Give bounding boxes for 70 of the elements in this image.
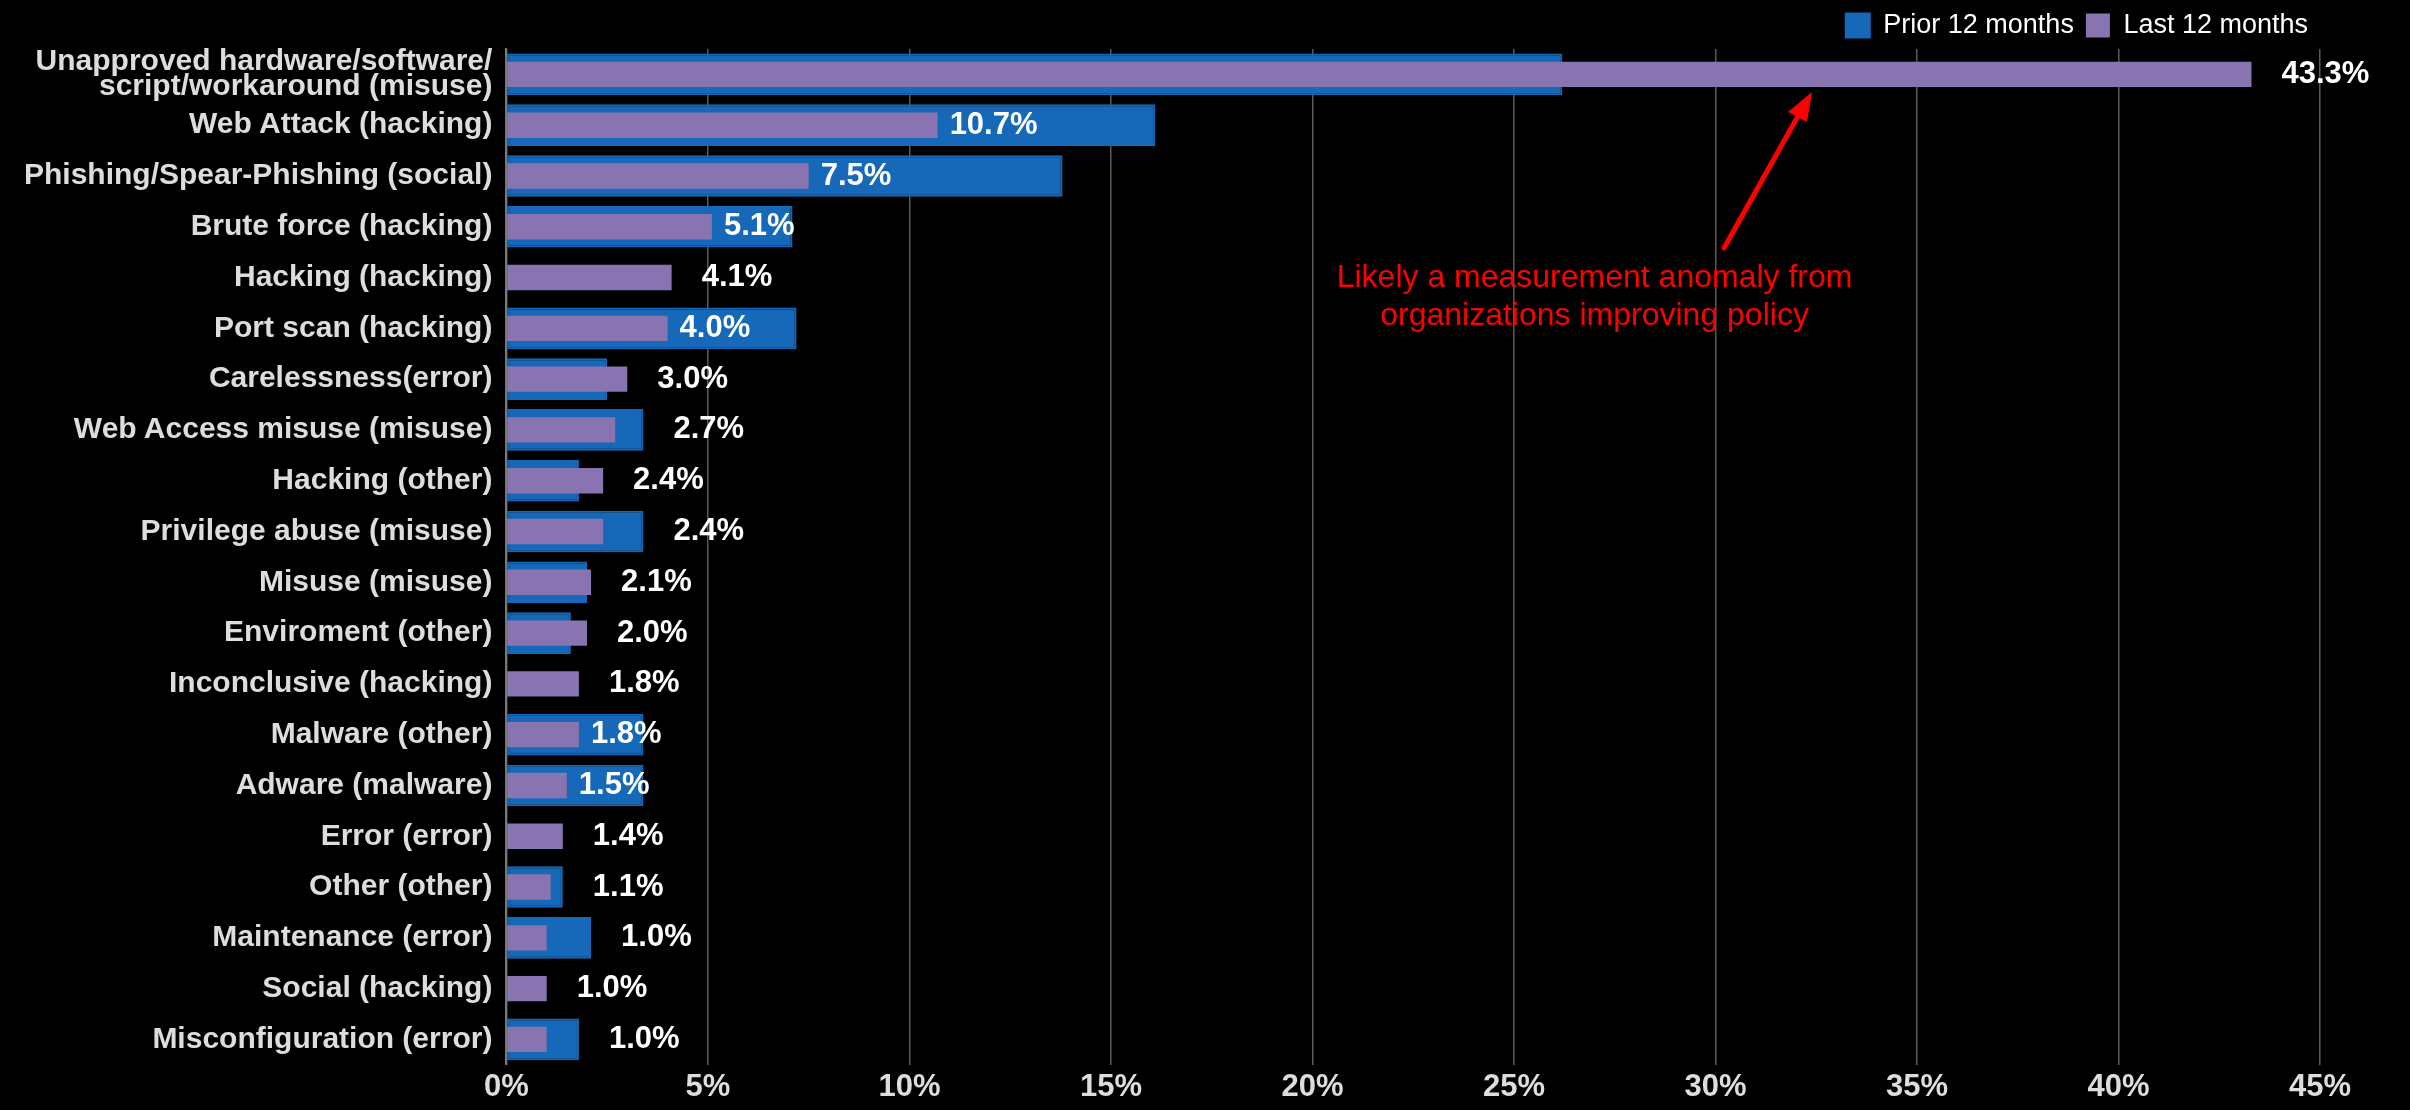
y-tick-label: Social (hacking) bbox=[262, 969, 493, 1003]
y-tick-label: Misuse (misuse) bbox=[258, 563, 493, 597]
bar bbox=[507, 569, 592, 595]
bar bbox=[507, 874, 551, 900]
data-label: 10.7% bbox=[949, 105, 1038, 141]
data-label: 4.0% bbox=[679, 308, 751, 344]
bar bbox=[507, 163, 809, 189]
legend-label: Prior 12 months bbox=[1883, 8, 2074, 39]
data-label: 1.0% bbox=[576, 969, 648, 1005]
data-label: 4.1% bbox=[701, 258, 773, 294]
bar bbox=[507, 518, 604, 545]
y-tick-label: Unapproved hardware/software/script/workaround (misuse) bbox=[35, 42, 494, 102]
data-label: 3.0% bbox=[657, 359, 728, 395]
x-tick-label: 5% bbox=[685, 1067, 731, 1103]
data-label: 1.1% bbox=[592, 867, 664, 903]
x-tick-label: 35% bbox=[1885, 1067, 1948, 1103]
bar bbox=[507, 823, 563, 849]
bar bbox=[507, 721, 579, 748]
y-tick-label: Misconfiguration (error) bbox=[152, 1020, 493, 1054]
x-tick-label: 10% bbox=[878, 1067, 941, 1103]
bar bbox=[507, 620, 587, 646]
legend-label: Last 12 months bbox=[2123, 8, 2309, 39]
data-label: 1.0% bbox=[621, 918, 692, 954]
annotation: Likely a measurement anomaly from organizations improving policy bbox=[1336, 257, 1853, 332]
bar bbox=[507, 264, 672, 291]
y-tick-label: Maintenance (error) bbox=[212, 919, 493, 953]
y-tick-label: Brute force (hacking) bbox=[190, 208, 493, 242]
data-label: 1.4% bbox=[592, 816, 664, 852]
bar bbox=[507, 1026, 547, 1053]
y-tick-label: Carelessness(error) bbox=[208, 360, 493, 394]
bar bbox=[507, 468, 604, 494]
y-tick-label: Phishing/Spear-Phishing (social) bbox=[23, 157, 493, 191]
y-tick-label: Privilege abuse (misuse) bbox=[140, 512, 493, 546]
x-tick-label: 15% bbox=[1079, 1067, 1142, 1103]
bar bbox=[507, 366, 628, 392]
data-label: 2.4% bbox=[673, 512, 745, 548]
y-tick-label: Web Access misuse (misuse) bbox=[73, 411, 493, 445]
x-tick-label: 20% bbox=[1281, 1067, 1344, 1103]
bar bbox=[507, 772, 567, 799]
y-tick-label: Port scan (hacking) bbox=[213, 309, 493, 343]
data-label: 1.8% bbox=[608, 664, 680, 700]
y-tick-label: Web Attack (hacking) bbox=[189, 106, 493, 140]
y-tick-label: Adware (malware) bbox=[235, 766, 493, 800]
y-tick-label: Hacking (hacking) bbox=[234, 258, 493, 292]
bar bbox=[507, 975, 547, 1002]
bar bbox=[507, 925, 547, 951]
bar bbox=[507, 214, 712, 240]
bar bbox=[507, 671, 579, 697]
data-label: 2.7% bbox=[673, 410, 745, 446]
x-tick-label: 30% bbox=[1684, 1067, 1747, 1103]
data-label: 43.3% bbox=[2281, 54, 2370, 90]
bar bbox=[507, 112, 938, 138]
data-label: 2.4% bbox=[633, 461, 704, 497]
x-tick-label: 0% bbox=[483, 1067, 529, 1103]
y-tick-label: Enviroment (other) bbox=[224, 614, 493, 648]
y-tick-label: Inconclusive (hacking) bbox=[168, 665, 493, 699]
y-tick-label: Hacking (other) bbox=[272, 461, 493, 495]
y-tick-label: Error (error) bbox=[320, 817, 493, 851]
y-tick-label: Malware (other) bbox=[270, 715, 493, 749]
y-tick-label: Other (other) bbox=[309, 868, 493, 902]
x-tick-label: 45% bbox=[2288, 1067, 2352, 1103]
data-label: 2.1% bbox=[621, 562, 692, 598]
bar bbox=[507, 315, 668, 342]
data-label: 2.0% bbox=[617, 613, 688, 649]
bar bbox=[507, 61, 2252, 88]
bar bbox=[507, 417, 616, 443]
x-tick-label: 25% bbox=[1482, 1067, 1545, 1103]
data-label: 1.0% bbox=[608, 1019, 680, 1055]
data-label: 7.5% bbox=[820, 156, 892, 192]
x-tick-label: 40% bbox=[2087, 1067, 2150, 1103]
